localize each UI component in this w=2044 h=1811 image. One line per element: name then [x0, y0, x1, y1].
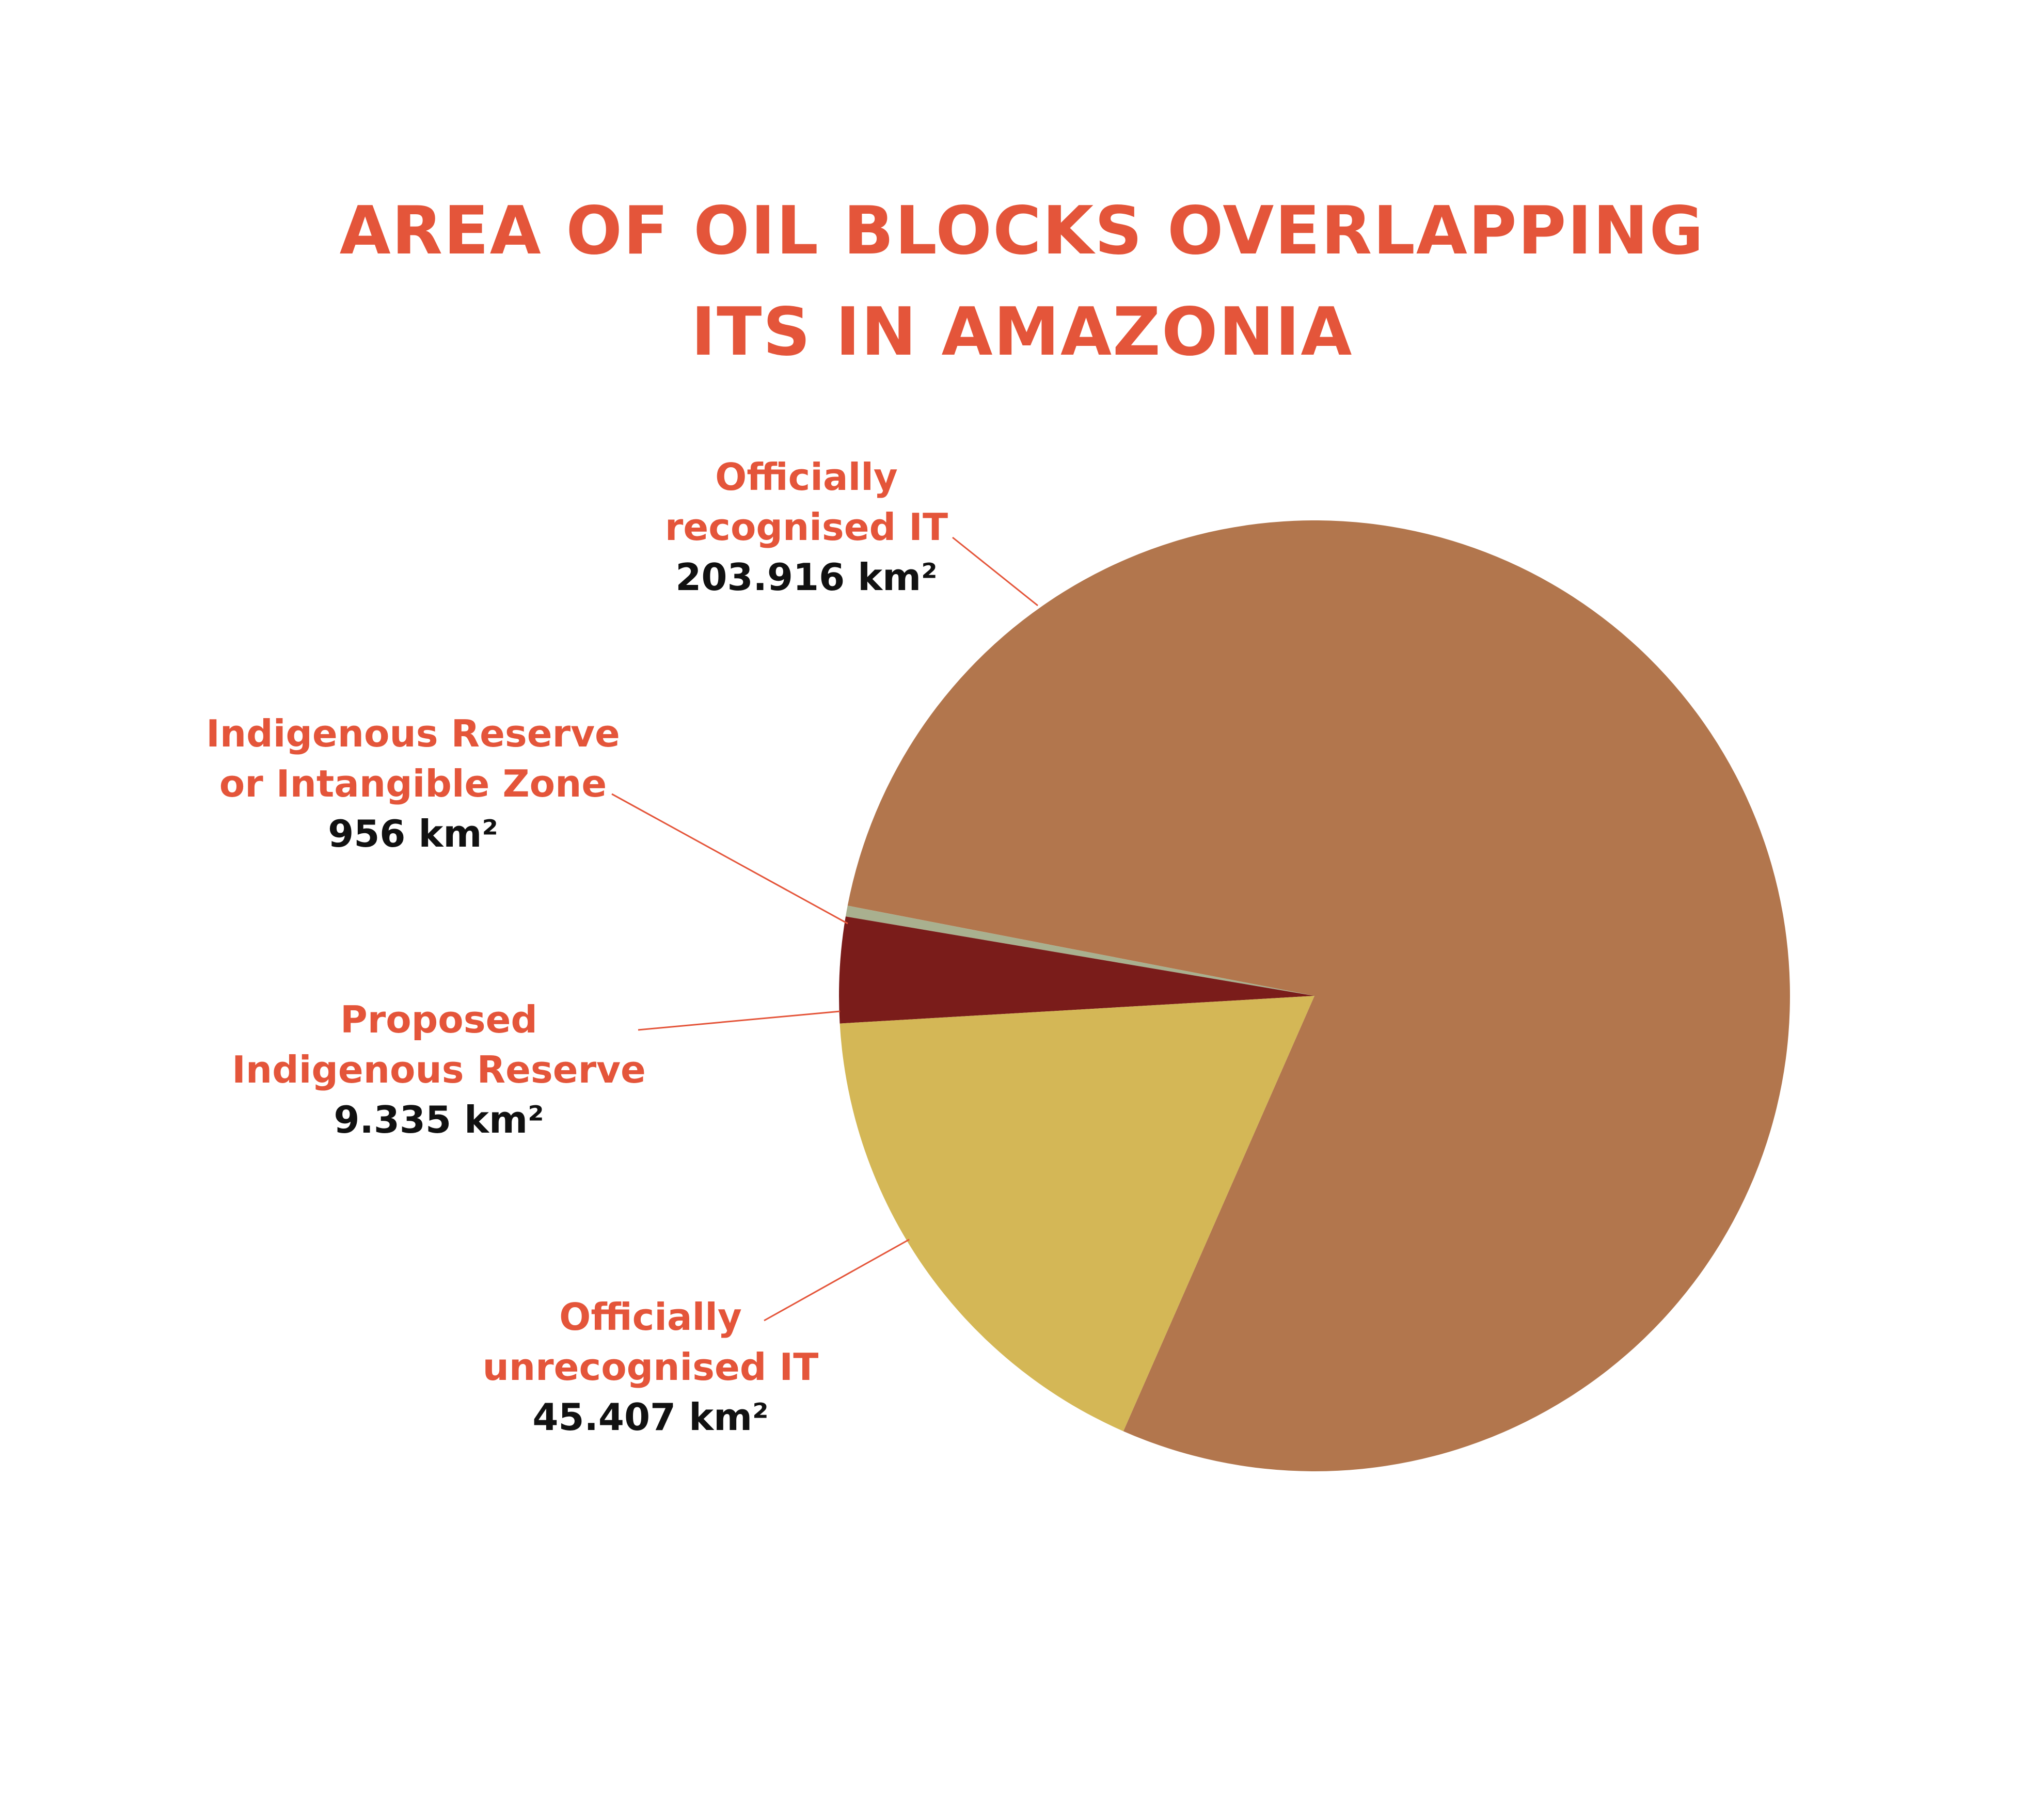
pie-slice: [845, 906, 1314, 996]
slice-label: Officially recognised IT 203.916 km²: [548, 452, 1065, 602]
leader-line: [952, 536, 1038, 607]
slice-label: Officially unrecognised IT 45.407 km²: [392, 1292, 909, 1442]
category-label: Indigenous Reserve or Intangible Zone: [206, 712, 620, 805]
slice-label: Indigenous Reserve or Intangible Zone 956…: [155, 709, 671, 859]
slice-label: Proposed Indigenous Reserve 9.335 km²: [181, 995, 697, 1145]
leader-line: [638, 1010, 841, 1031]
chart-title: AREA OF OIL BLOCKS OVERLAPPING ITS IN AM…: [339, 193, 1705, 371]
value-label: 9.335 km²: [334, 1098, 544, 1141]
value-label: 203.916 km²: [675, 555, 938, 599]
leader-line: [611, 793, 848, 925]
pie-slice: [847, 520, 1790, 1471]
value-label: 956 km²: [328, 812, 498, 855]
category-label: Proposed Indigenous Reserve: [232, 998, 646, 1091]
leader-line: [764, 1238, 910, 1322]
category-label: Officially unrecognised IT: [482, 1295, 819, 1389]
value-label: 45.407 km²: [532, 1395, 769, 1439]
pie-slice: [839, 996, 1314, 1432]
category-label: Officially recognised IT: [664, 455, 948, 549]
pie-slice: [839, 916, 1314, 1024]
